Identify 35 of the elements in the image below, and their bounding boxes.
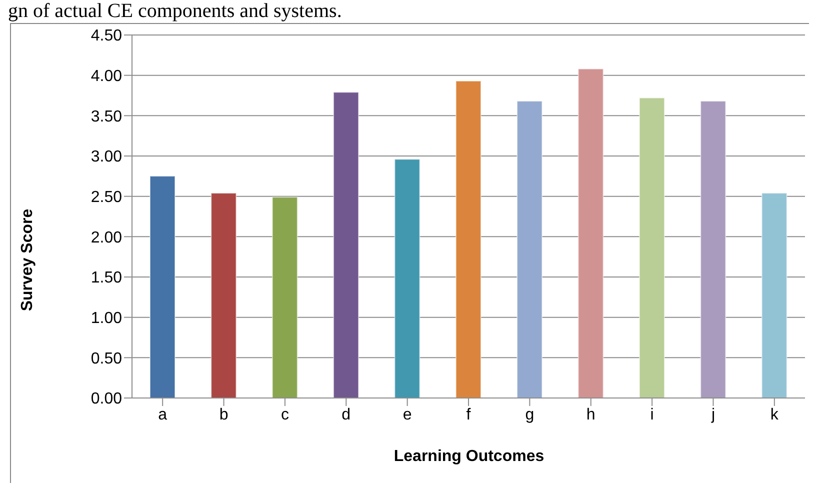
y-tick-label: 3.50 — [90, 108, 122, 126]
y-tick-label: 2.50 — [90, 189, 122, 206]
bar — [761, 192, 788, 398]
y-tick-label: 2.00 — [90, 229, 122, 246]
y-tick-label: 1.00 — [90, 310, 122, 328]
y-tick-label: 0.00 — [90, 390, 122, 408]
y-tick-label: 4.50 — [90, 28, 122, 45]
bar — [150, 176, 176, 398]
x-tick-label: h — [586, 406, 596, 424]
bar — [455, 80, 482, 398]
y-tick-label: 1.50 — [90, 270, 122, 287]
bar — [516, 100, 543, 398]
x-tick-label: f — [466, 406, 472, 424]
y-tick-label: 4.00 — [90, 68, 122, 86]
x-tick-label: j — [710, 406, 716, 424]
bar — [394, 158, 420, 398]
bar — [638, 97, 665, 398]
bar — [272, 196, 298, 398]
x-tick-label: c — [280, 406, 289, 424]
y-axis-title: Survey Score — [19, 208, 37, 312]
bar — [333, 92, 360, 398]
x-tick-label: a — [158, 406, 168, 424]
x-tick-label: e — [402, 406, 412, 424]
x-tick-label: d — [342, 406, 351, 424]
x-tick-label: b — [219, 406, 228, 424]
x-tick-label: g — [525, 406, 534, 424]
x-tick-label: k — [770, 406, 780, 424]
bar — [578, 68, 604, 398]
y-tick-label: 0.50 — [90, 350, 122, 368]
bar — [210, 192, 237, 398]
bar — [700, 100, 726, 398]
text: gn of actual CE components and systems. — [8, 0, 342, 22]
x-axis-title: Learning Outcomes — [392, 448, 546, 466]
x-tick-label: i — [650, 406, 654, 424]
y-tick-label: 3.00 — [90, 148, 122, 166]
